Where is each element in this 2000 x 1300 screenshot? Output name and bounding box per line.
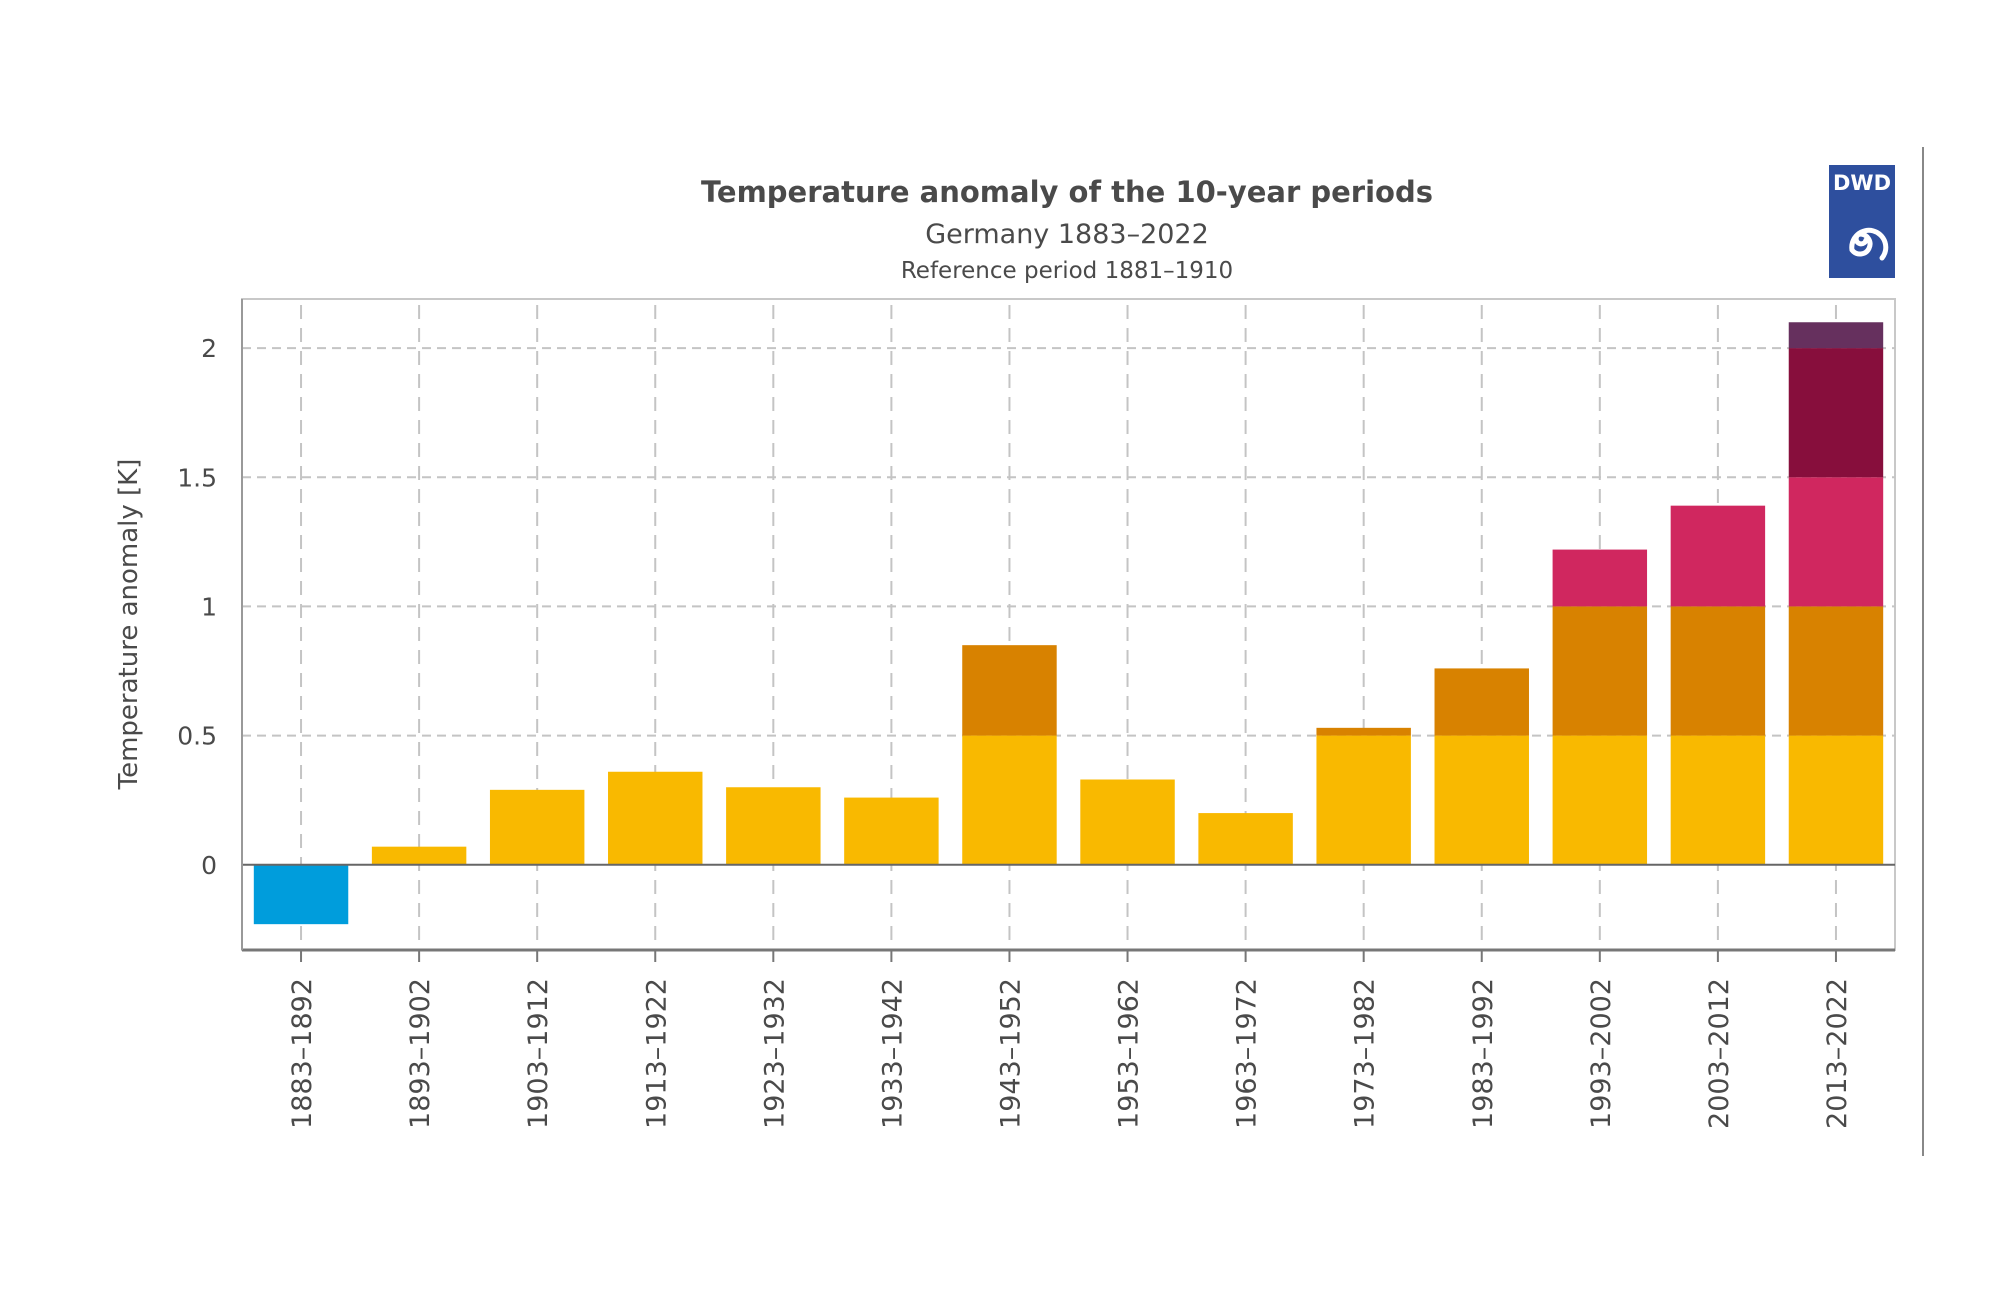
x-tick-label: 1993–2002 bbox=[1586, 978, 1617, 1129]
y-tick-label: 1.5 bbox=[177, 463, 217, 492]
bar-segment-1983–1992 bbox=[1434, 668, 1529, 736]
bar-segment-2013–2022 bbox=[1788, 735, 1884, 865]
bar-segment-1953–1962 bbox=[1080, 779, 1175, 865]
bar-segment-2013–2022 bbox=[1788, 322, 1884, 349]
bar-segment-1993–2002 bbox=[1552, 549, 1648, 607]
bar-segment-2003–2012 bbox=[1670, 606, 1766, 736]
chart-title: Temperature anomaly of the 10-year perio… bbox=[701, 175, 1433, 209]
bar-segment-1943–1952 bbox=[962, 735, 1057, 865]
x-tick-label: 2003–2012 bbox=[1704, 978, 1735, 1129]
y-tick-label: 1 bbox=[201, 592, 217, 621]
x-tick-label: 1983–1992 bbox=[1468, 978, 1499, 1129]
bar-segment-1903–1912 bbox=[489, 789, 585, 865]
dwd-logo: DWD bbox=[1829, 165, 1895, 278]
bar-segment-1983–1992 bbox=[1434, 735, 1529, 865]
y-tick-label: 2 bbox=[201, 334, 217, 363]
bar-segment-1883–1892 bbox=[253, 864, 349, 925]
bar-segment-1923–1932 bbox=[726, 787, 821, 865]
x-tick-label: 1933–1942 bbox=[877, 978, 908, 1129]
y-tick-label: 0 bbox=[201, 851, 217, 880]
chart-subtitle-reference: Reference period 1881–1910 bbox=[901, 258, 1233, 284]
y-tick-label: 0.5 bbox=[177, 722, 217, 751]
bar-segment-2013–2022 bbox=[1788, 606, 1884, 736]
bar-segment-1893–1902 bbox=[371, 846, 467, 865]
bar-segment-2013–2022 bbox=[1788, 348, 1884, 478]
x-tick-label: 1883–1892 bbox=[287, 978, 318, 1129]
spiral-icon bbox=[1849, 227, 1889, 261]
bar-segment-1943–1952 bbox=[962, 645, 1057, 736]
logo-text: DWD bbox=[1833, 171, 1891, 195]
bar-segment-1913–1922 bbox=[608, 771, 703, 865]
bar-segment-1973–1982 bbox=[1316, 735, 1411, 865]
x-tick-label: 2013–2022 bbox=[1822, 978, 1853, 1129]
bar-segment-2003–2012 bbox=[1670, 505, 1766, 607]
x-tick-label: 1943–1952 bbox=[995, 978, 1026, 1129]
chart-subtitle: Germany 1883–2022 bbox=[925, 219, 1209, 250]
x-tick-label: 1893–1902 bbox=[405, 978, 436, 1129]
bar-segment-2003–2012 bbox=[1670, 735, 1766, 865]
bar-segment-2013–2022 bbox=[1788, 477, 1884, 607]
bar-segment-1993–2002 bbox=[1552, 606, 1648, 736]
x-tick-label: 1963–1972 bbox=[1232, 978, 1263, 1129]
x-tick-label: 1903–1912 bbox=[523, 978, 554, 1129]
x-tick-label: 1953–1962 bbox=[1114, 978, 1145, 1129]
y-axis-label: Temperature anomaly [K] bbox=[114, 459, 144, 791]
bar-segment-1933–1942 bbox=[844, 797, 939, 865]
x-tick-label: 1973–1982 bbox=[1350, 978, 1381, 1129]
x-tick-label: 1923–1932 bbox=[759, 978, 790, 1129]
x-tick-label: 1913–1922 bbox=[641, 978, 672, 1129]
bar-segment-1993–2002 bbox=[1552, 735, 1648, 865]
bar-segment-1963–1972 bbox=[1198, 813, 1293, 865]
bar-segment-1973–1982 bbox=[1316, 727, 1411, 736]
